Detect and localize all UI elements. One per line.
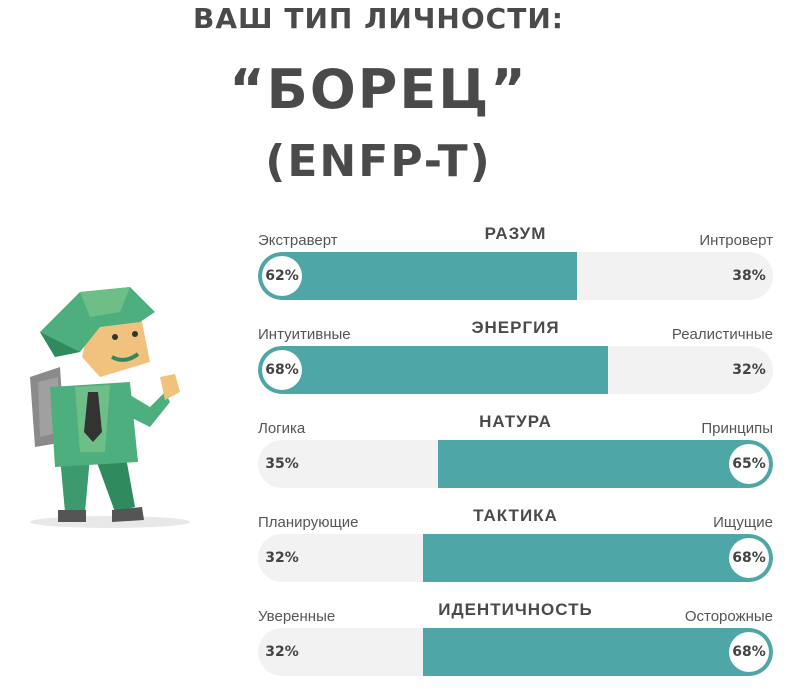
trait-right-label: Ищущие <box>713 514 773 531</box>
trait-left-percent: 35% <box>262 444 302 484</box>
trait-right-label: Осторожные <box>684 608 773 625</box>
trait-title: ЭНЕРГИЯ <box>471 318 560 337</box>
trait-right-label: Принципы <box>701 420 773 437</box>
trait-row-nature: Логика НАТУРА Принципы 35% 65% <box>258 412 773 512</box>
trait-right-percent: 32% <box>729 350 769 390</box>
trait-bar-fill <box>422 628 773 676</box>
trait-right-percent: 68% <box>729 632 769 672</box>
personality-type-code: (ENFP-T) <box>265 136 492 187</box>
trait-left-label: Уверенные <box>258 608 336 625</box>
trait-left-percent: 32% <box>262 632 302 672</box>
trait-title: ТАКТИКА <box>473 506 558 525</box>
personality-type-name: “БОРЕЦ” <box>229 58 528 121</box>
campaigner-character-icon <box>30 287 190 528</box>
trait-left-label: Интуитивные <box>258 326 351 343</box>
trait-right-label: Реалистичные <box>671 326 773 343</box>
trait-left-percent: 32% <box>262 538 302 578</box>
trait-right-percent: 68% <box>729 538 769 578</box>
trait-bar-fill <box>258 252 578 300</box>
trait-bar-fill <box>422 534 773 582</box>
trait-right-percent: 65% <box>729 444 769 484</box>
trait-right-label: Интроверт <box>699 232 773 249</box>
trait-row-identity: Уверенные ИДЕНТИЧНОСТЬ Осторожные 32% 68… <box>258 600 773 700</box>
trait-row-energy: Интуитивные ЭНЕРГИЯ Реалистичные 68% 32% <box>258 318 773 418</box>
trait-bar: 32% 68% <box>258 534 773 582</box>
trait-bar-fill <box>258 346 609 394</box>
trait-title: РАЗУМ <box>484 224 547 243</box>
trait-bar: 32% 68% <box>258 628 773 676</box>
trait-title: НАТУРА <box>479 412 552 431</box>
trait-left-percent: 68% <box>262 350 302 390</box>
trait-left-percent: 62% <box>262 256 302 296</box>
trait-bar: 62% 38% <box>258 252 773 300</box>
trait-bar: 35% 65% <box>258 440 773 488</box>
trait-left-label: Планирующие <box>258 514 359 531</box>
trait-title: ИДЕНТИЧНОСТЬ <box>438 600 593 619</box>
result-subtitle: ВАШ ТИП ЛИЧНОСТИ: <box>193 2 564 35</box>
trait-left-label: Экстраверт <box>258 232 338 249</box>
trait-right-percent: 38% <box>729 256 769 296</box>
trait-row-mind: Экстраверт РАЗУМ Интроверт 62% 38% <box>258 224 773 324</box>
trait-bar-fill <box>438 440 773 488</box>
trait-left-label: Логика <box>258 420 306 437</box>
trait-row-tactics: Планирующие ТАКТИКА Ищущие 32% 68% <box>258 506 773 606</box>
trait-bar: 68% 32% <box>258 346 773 394</box>
